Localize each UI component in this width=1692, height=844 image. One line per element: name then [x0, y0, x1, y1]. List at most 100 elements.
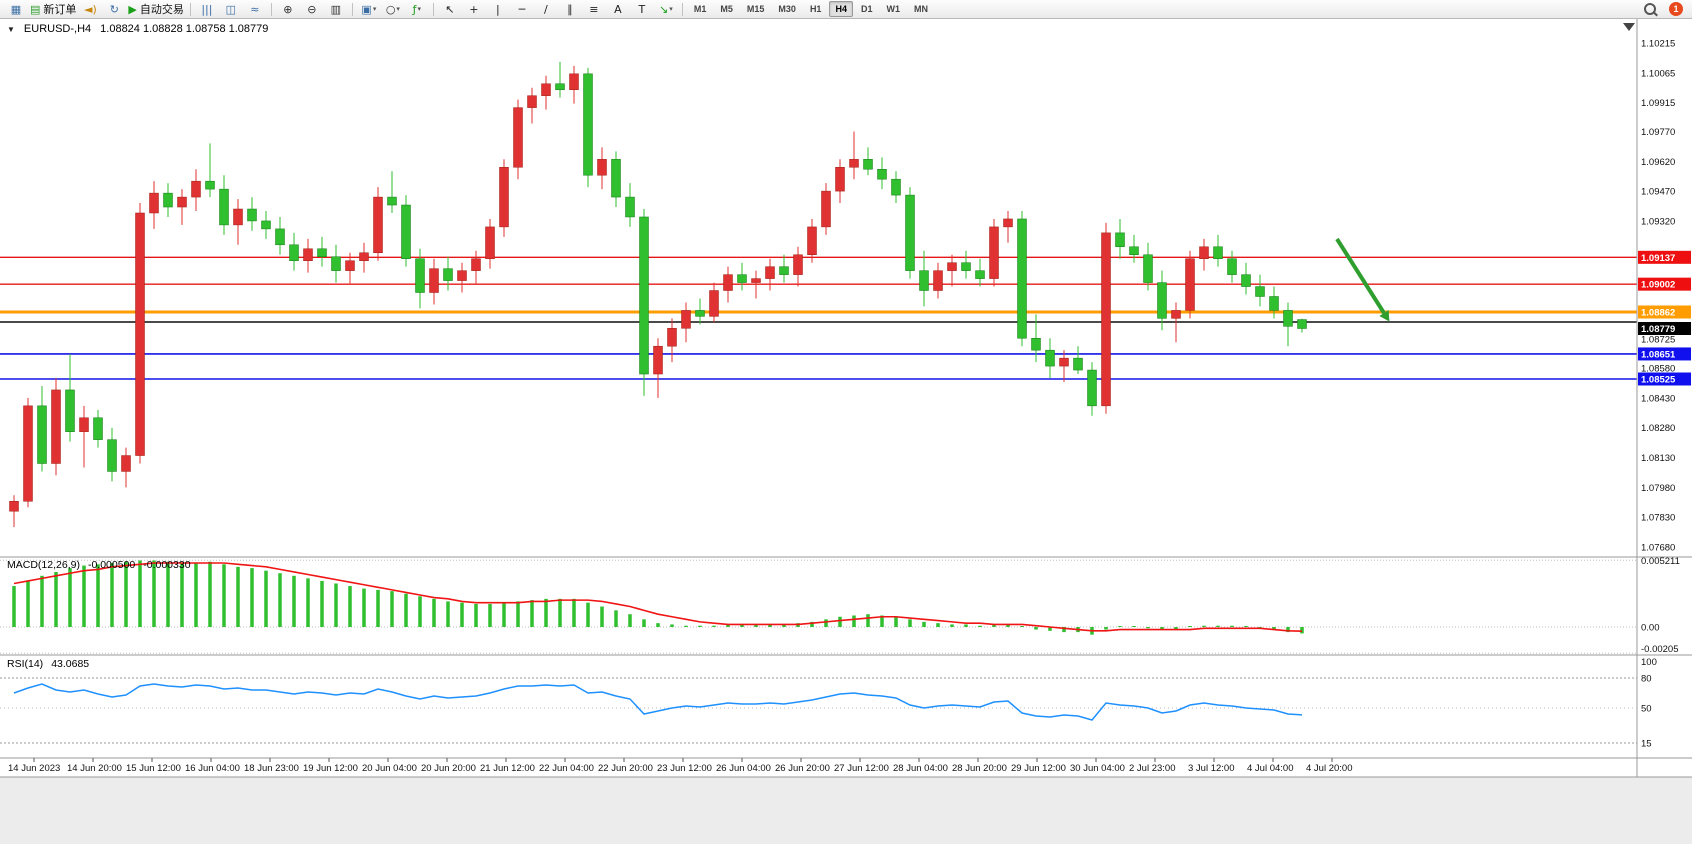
- bar-chart-button[interactable]: |||: [195, 1, 219, 18]
- line-chart-button[interactable]: ≈: [243, 1, 267, 18]
- candle-body: [429, 268, 439, 293]
- price-axis-label: 1.09915: [1641, 98, 1675, 109]
- tile-windows-button[interactable]: ▥: [324, 1, 348, 18]
- price-line-label: 1.08651: [1641, 349, 1676, 360]
- price-line-label-box: [1638, 322, 1691, 336]
- dropdown-caret-icon: ▾: [396, 6, 400, 13]
- horizontal-line-button[interactable]: ─: [510, 1, 534, 18]
- zoom-out-button[interactable]: ⊖: [300, 1, 324, 18]
- period-icon: ○: [385, 2, 396, 16]
- candle-body: [975, 270, 985, 279]
- timeframe-button-m5[interactable]: M5: [720, 4, 733, 14]
- notifications-badge[interactable]: 1: [1669, 2, 1683, 16]
- timeframe-button-m1[interactable]: M1: [693, 4, 707, 14]
- crosshair-icon: +: [469, 2, 479, 16]
- text-button[interactable]: A: [606, 1, 630, 18]
- time-axis-label: 20 Jun 20:00: [421, 763, 476, 774]
- candle-body: [779, 266, 789, 275]
- time-axis-label: 23 Jun 12:00: [657, 763, 712, 774]
- horizontal-line-icon: ─: [518, 2, 526, 16]
- time-axis-label: 26 Jun 20:00: [775, 763, 830, 774]
- vertical-line-button[interactable]: |: [486, 1, 510, 18]
- new-chart-button[interactable]: ▦: [4, 1, 28, 18]
- zoom-out-icon: ⊖: [307, 2, 317, 16]
- chart-shift-marker[interactable]: [1623, 23, 1635, 31]
- candle-body: [849, 159, 859, 168]
- candle-body: [65, 389, 75, 432]
- timeframe-button-h1[interactable]: H1: [809, 4, 822, 14]
- time-axis-label: 21 Jun 12:00: [480, 763, 535, 774]
- candle-body: [359, 252, 369, 261]
- cursor-button[interactable]: ↖: [438, 1, 462, 18]
- candle-body: [485, 226, 495, 259]
- period-button[interactable]: ○ ▾: [381, 1, 405, 18]
- fibonacci-button[interactable]: ≡: [582, 1, 606, 18]
- candle-body: [905, 194, 915, 271]
- auto-trading-button[interactable]: ▶ 自动交易: [126, 1, 185, 18]
- candle-body: [51, 389, 61, 464]
- candle-body: [303, 248, 313, 261]
- price-axis-label: 1.08130: [1641, 453, 1675, 464]
- price-line-label-box: [1638, 277, 1691, 291]
- refresh-icon[interactable]: ↻: [102, 1, 126, 18]
- macd-signal-value: -0.000330: [143, 559, 191, 571]
- candle-body: [1185, 258, 1195, 311]
- candle-body: [317, 248, 327, 257]
- new-order-button-label: 新订单: [43, 4, 77, 16]
- timeframe-button-d1[interactable]: D1: [860, 4, 873, 14]
- candle-body: [961, 262, 971, 271]
- channel-button[interactable]: ∥: [558, 1, 582, 18]
- zoom-in-button[interactable]: ⊕: [276, 1, 300, 18]
- templates-button[interactable]: ▣ ▾: [357, 1, 381, 18]
- candle-body: [765, 266, 775, 279]
- timeframe-button-m30[interactable]: M30: [778, 4, 796, 14]
- fibonacci-icon: ≡: [589, 2, 599, 16]
- timeframe-button-h4[interactable]: H4: [829, 1, 853, 17]
- candlestick-chart-button[interactable]: ◫: [219, 1, 243, 18]
- candle-body: [989, 226, 999, 279]
- price-line-label-box: [1638, 347, 1691, 361]
- channel-icon: ∥: [567, 2, 573, 16]
- candle-body: [695, 310, 705, 317]
- line-chart-icon: ≈: [250, 2, 260, 16]
- dropdown-caret-icon: ▾: [417, 6, 422, 13]
- time-axis-label: 16 Jun 04:00: [185, 763, 240, 774]
- new-order-icon: ▤: [30, 2, 41, 16]
- candle-body: [261, 220, 271, 230]
- rsi-label: RSI(14): [7, 658, 44, 670]
- text-label-button[interactable]: T: [630, 1, 654, 18]
- candle-body: [821, 190, 831, 228]
- indicators-button[interactable]: ƒ ▾: [405, 1, 429, 18]
- crosshair-button[interactable]: +: [462, 1, 486, 18]
- vertical-line-icon: |: [496, 2, 500, 16]
- trend-arrow[interactable]: [1335, 237, 1386, 315]
- chart-menu-icon[interactable]: ▼: [7, 24, 15, 34]
- candle-body: [331, 256, 341, 271]
- sound-icon[interactable]: ◄): [78, 1, 102, 18]
- price-line-label-box: [1638, 250, 1691, 264]
- price-axis-label: 1.07980: [1641, 483, 1675, 494]
- candle-body: [401, 204, 411, 259]
- dropdown-caret-icon: ▾: [372, 6, 377, 13]
- trendline-button[interactable]: /: [534, 1, 558, 18]
- candle-body: [877, 168, 887, 180]
- timeframe-button-m15[interactable]: M15: [746, 4, 765, 14]
- candle-body: [107, 439, 117, 472]
- candle-body: [1115, 232, 1125, 248]
- candle-body: [933, 270, 943, 291]
- timeframe-button-w1[interactable]: W1: [886, 4, 900, 14]
- new-order-button[interactable]: ▤ 新订单: [28, 1, 78, 18]
- time-axis-label: 20 Jun 04:00: [362, 763, 417, 774]
- arrows-button[interactable]: ↘ ▾: [654, 1, 678, 18]
- time-axis-label: 27 Jun 12:00: [834, 763, 889, 774]
- timeframe-button-mn[interactable]: MN: [913, 4, 928, 14]
- candle-body: [709, 290, 719, 317]
- rsi-scale-label: 15: [1641, 739, 1652, 750]
- candle-body: [737, 274, 747, 283]
- price-line-label: 1.09137: [1641, 253, 1675, 264]
- candle-body: [121, 455, 131, 472]
- search-button[interactable]: [1638, 1, 1662, 18]
- chart-background: [0, 19, 1692, 777]
- toolbar: ▦ ▤ 新订单 ◄) ↻ ▶ 自动交易 ||| ◫ ≈ ⊕ ⊖ ▥ ▣ ▾ ○ ▾ ƒ ▾ ↖ + | ─ / ∥ ≡ A T ↘ ▾ M1…: [0, 0, 1692, 19]
